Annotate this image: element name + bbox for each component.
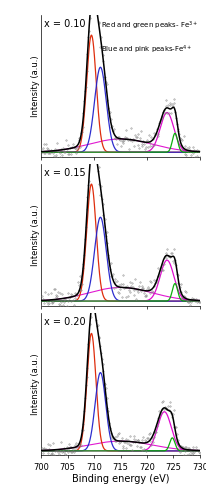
Y-axis label: Intensity (a.u.): Intensity (a.u.) xyxy=(31,204,40,266)
Text: Red and green peaks- Fe$^{3+}$: Red and green peaks- Fe$^{3+}$ xyxy=(102,20,199,32)
Text: x = 0.15: x = 0.15 xyxy=(44,168,86,178)
Text: x = 0.10: x = 0.10 xyxy=(44,20,86,30)
Y-axis label: Intensity (a.u.): Intensity (a.u.) xyxy=(31,353,40,415)
X-axis label: Binding energy (eV): Binding energy (eV) xyxy=(72,474,169,484)
Text: Blue and pink peaks-Fe$^{4+}$: Blue and pink peaks-Fe$^{4+}$ xyxy=(102,44,193,56)
Y-axis label: Intensity (a.u.): Intensity (a.u.) xyxy=(31,55,40,117)
Text: x = 0.20: x = 0.20 xyxy=(44,318,86,328)
